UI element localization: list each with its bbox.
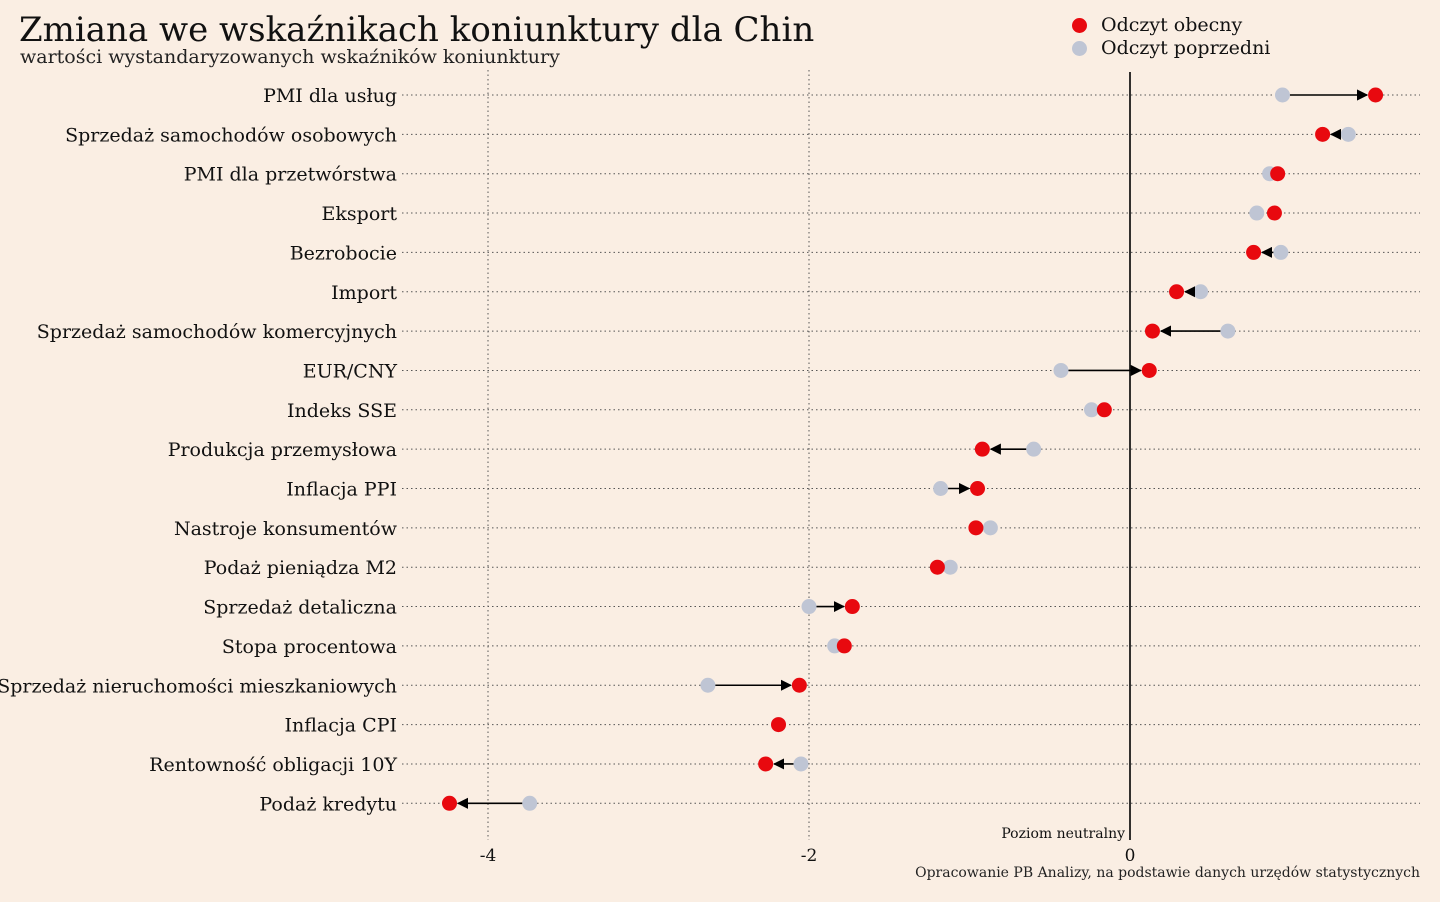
x-tick-label: -2	[801, 846, 818, 866]
category-label: Sprzedaż samochodów osobowych	[65, 124, 397, 146]
category-label: Inflacja PPI	[286, 479, 397, 501]
point-current	[970, 481, 986, 496]
point-previous	[522, 795, 538, 811]
legend-marker-previous	[1072, 41, 1087, 56]
category-label: Sprzedaż nieruchomości mieszkaniowych	[0, 675, 397, 697]
point-previous	[942, 559, 958, 575]
point-previous	[1274, 87, 1290, 103]
point-previous	[801, 599, 817, 615]
point-previous	[1273, 244, 1289, 260]
row: Inflacja PPI	[286, 479, 1420, 501]
point-current	[1169, 284, 1185, 300]
point-previous	[982, 520, 998, 536]
point-current	[791, 677, 807, 693]
point-current	[844, 599, 860, 615]
legend-marker-current	[1072, 18, 1087, 33]
category-label: PMI dla usług	[263, 85, 397, 107]
source-note: Opracowanie PB Analizy, na podstawie dan…	[915, 865, 1420, 881]
row: Rentowność obligacji 10Y	[149, 754, 1420, 776]
reference-line-group: Poziom neutralny	[1001, 72, 1131, 842]
legend-item-current: Odczyt obecny	[1072, 14, 1270, 37]
point-current	[1141, 362, 1157, 378]
category-label: PMI dla przetwórstwa	[184, 164, 397, 186]
row: Sprzedaż detaliczna	[203, 597, 1420, 619]
row: Podaż kredytu	[259, 793, 1420, 815]
point-current	[758, 756, 774, 772]
point-current	[968, 520, 984, 536]
category-label: Podaż pieniądza M2	[204, 557, 397, 579]
point-previous	[1249, 205, 1265, 221]
point-current	[1270, 166, 1286, 182]
point-previous	[1340, 126, 1356, 142]
point-current	[1368, 87, 1384, 103]
point-previous	[1026, 441, 1042, 457]
point-current	[974, 441, 990, 457]
row: Import	[331, 282, 1420, 304]
category-label: Eksport	[322, 203, 398, 225]
row: Inflacja CPI	[285, 715, 1420, 737]
point-current	[771, 717, 787, 733]
category-label: Import	[331, 282, 397, 304]
category-label: Indeks SSE	[287, 400, 397, 422]
row: PMI dla usług	[263, 85, 1420, 107]
row: Produkcja przemysłowa	[168, 439, 1420, 461]
row: PMI dla przetwórstwa	[184, 164, 1420, 186]
point-current	[1096, 402, 1112, 418]
rows: PMI dla usług Sprzedaż samochodów osobowy…	[0, 85, 1420, 815]
category-label: Sprzedaż samochodów komercyjnych	[37, 321, 397, 343]
row: Podaż pieniądza M2	[204, 557, 1420, 579]
chart-title: Zmiana we wskaźnikach koniunktury dla Ch…	[19, 10, 815, 50]
point-previous	[1193, 284, 1209, 300]
row: Stopa procentowa	[222, 636, 1420, 658]
point-previous	[700, 677, 716, 693]
point-previous	[1220, 323, 1236, 339]
x-tick-label: -4	[480, 846, 497, 866]
row: Sprzedaż samochodów osobowych	[65, 124, 1420, 146]
category-label: Stopa procentowa	[222, 636, 397, 658]
point-previous	[933, 481, 949, 496]
point-previous	[1083, 402, 1099, 418]
category-label: Bezrobocie	[290, 242, 397, 264]
point-current	[1144, 323, 1160, 339]
legend: Odczyt obecny Odczyt poprzedni	[1072, 14, 1270, 60]
row: Sprzedaż samochodów komercyjnych	[37, 321, 1420, 343]
row: Nastroje konsumentów	[174, 518, 1420, 540]
legend-item-previous: Odczyt poprzedni	[1072, 37, 1270, 60]
point-current	[1315, 126, 1331, 142]
reference-line-label: Poziom neutralny	[1001, 826, 1125, 842]
point-current	[1266, 205, 1282, 221]
point-current	[1246, 244, 1262, 260]
chart-subtitle: wartości wystandaryzowanych wskaźników k…	[20, 46, 560, 68]
category-label: Rentowność obligacji 10Y	[149, 754, 397, 776]
category-label: Sprzedaż detaliczna	[203, 597, 397, 619]
category-label: EUR/CNY	[303, 360, 398, 382]
row: Bezrobocie	[290, 242, 1420, 264]
category-label: Nastroje konsumentów	[174, 518, 398, 540]
point-previous	[1053, 362, 1069, 378]
legend-label-previous: Odczyt poprzedni	[1101, 37, 1271, 59]
grid	[487, 70, 810, 840]
category-label: Podaż kredytu	[259, 793, 397, 815]
x-axis: -4 -2 0	[480, 846, 1136, 866]
point-previous	[793, 756, 809, 772]
row: Indeks SSE	[287, 400, 1420, 422]
category-label: Inflacja CPI	[285, 715, 397, 737]
category-label: Produkcja przemysłowa	[168, 439, 397, 461]
row: EUR/CNY	[303, 360, 1420, 382]
point-current	[441, 795, 457, 811]
point-current	[836, 638, 852, 654]
point-current	[929, 559, 945, 575]
row: Sprzedaż nieruchomości mieszkaniowych	[0, 675, 1420, 697]
row: Eksport	[322, 203, 1420, 225]
x-tick-label: 0	[1125, 846, 1136, 866]
legend-label-current: Odczyt obecny	[1101, 14, 1243, 36]
